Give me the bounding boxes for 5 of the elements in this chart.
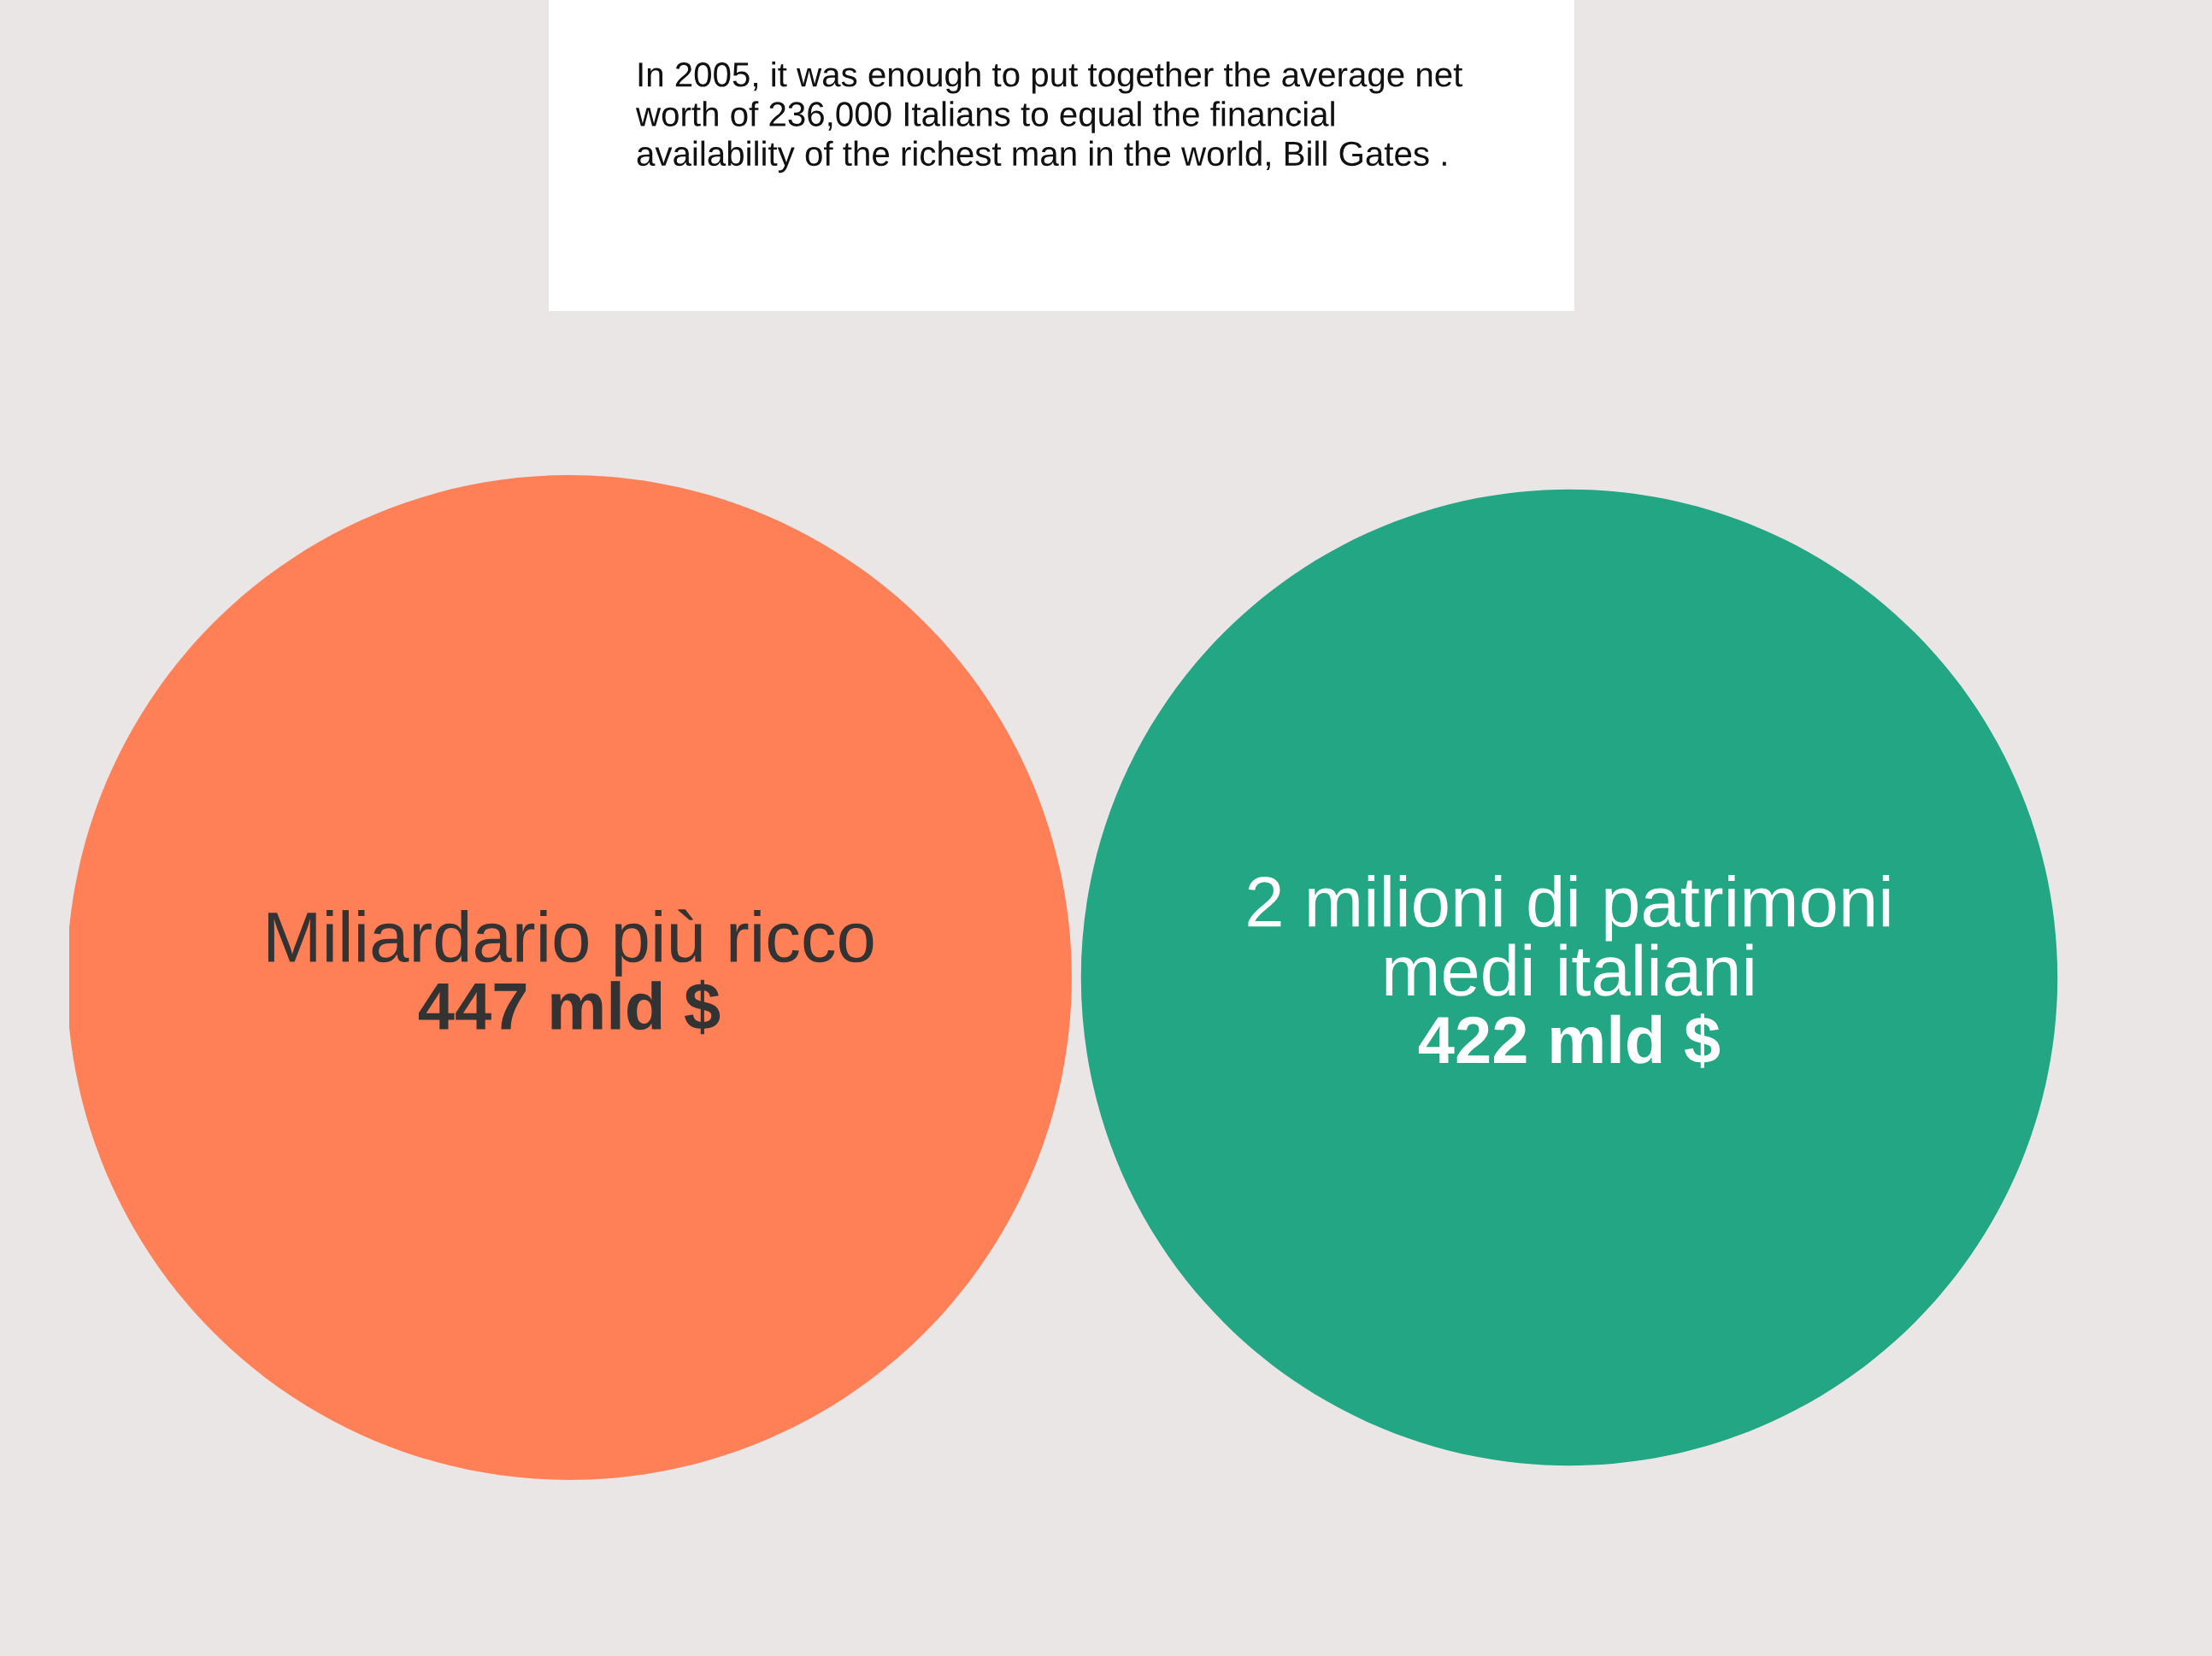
category-label: Miliardario più ricco [268, 909, 874, 977]
text: In 2005, it was enough to put together the average net worth of 236,000 Italians to equal the financial availability of the richest man in the world, Bill Gates . [635, 62, 1463, 173]
data-label: 422 mld $ [1418, 1013, 1721, 1068]
data-label: 447 mld $ [418, 979, 721, 1035]
category-label: 2 milioni di patrimoni medi italiani [1248, 874, 1890, 996]
